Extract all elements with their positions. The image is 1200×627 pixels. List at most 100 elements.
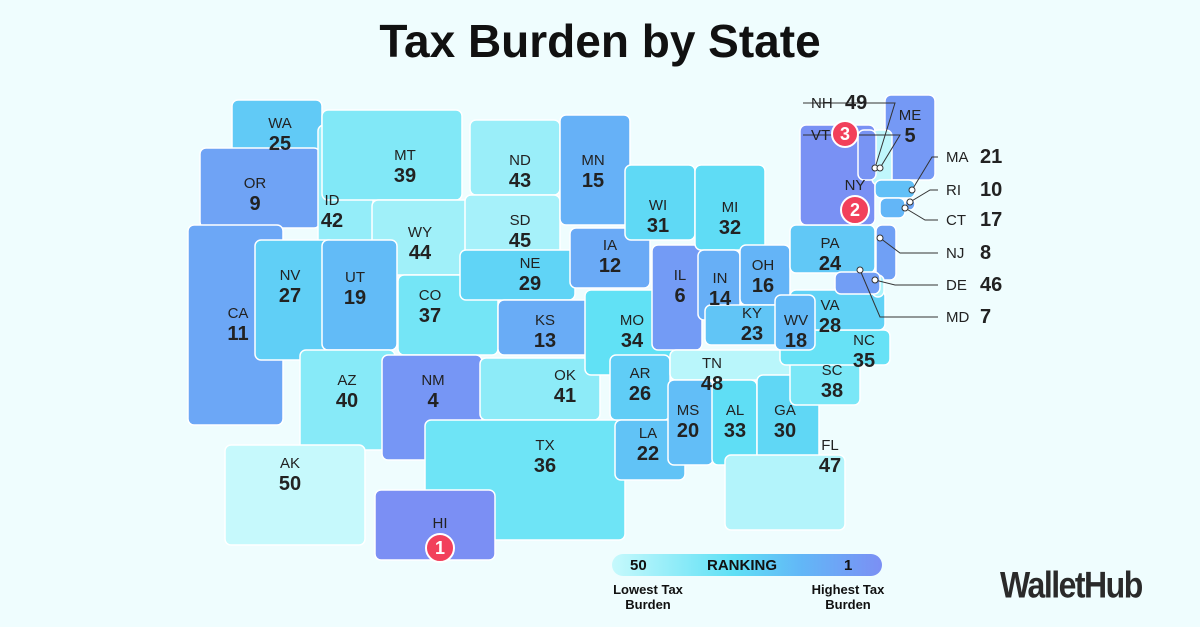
callout-line [909,189,938,203]
state-ak [224,444,366,546]
state-abbr: DE [946,277,967,294]
state-rank: 15 [582,170,604,192]
state-rank: 43 [509,170,531,192]
state-abbr: NE [520,255,541,272]
state-rank: 29 [519,273,541,295]
state-rank: 10 [980,179,1002,201]
state-abbr: NV [280,267,301,284]
state-rank: 41 [554,385,576,407]
state-rank: 6 [674,285,685,307]
state-abbr: IA [603,237,617,254]
state-abbr: GA [774,402,796,419]
state-abbr: SC [822,362,843,379]
callout-line [904,207,938,221]
callout-line [859,269,938,318]
state-abbr: NJ [946,245,964,262]
legend-low-value: 50 [630,557,647,574]
state-abbr: CO [419,287,442,304]
state-rank: 42 [321,210,343,232]
state-rank: 50 [279,473,301,495]
state-rank: 17 [980,209,1002,231]
state-abbr: WV [784,312,808,329]
callout-dot [871,276,879,284]
state-rank: 22 [637,443,659,465]
state-abbr: NM [421,372,444,389]
state-rank: 24 [819,253,842,275]
state-rank: 3 [840,124,850,144]
wallethub-logo: WalletHub [1000,564,1143,606]
state-mt [321,109,463,201]
state-ct [879,197,906,219]
state-rank: 14 [709,288,732,310]
state-ia [569,227,651,289]
state-rank: 30 [774,420,796,442]
state-ok [479,357,601,421]
state-rank: 34 [621,330,644,352]
legend-high-value: 1 [844,557,853,574]
state-abbr: MN [581,152,604,169]
rank-badge [840,195,870,225]
state-abbr: MA [946,149,969,166]
state-rank: 38 [821,380,843,402]
state-rank: 13 [534,330,556,352]
state-nj [875,224,897,281]
state-abbr: TN [702,355,722,372]
state-rank: 36 [534,455,556,477]
state-rank: 47 [819,455,841,477]
callout-dot [876,164,884,172]
state-rank: 46 [980,274,1002,296]
state-rank: 26 [629,383,651,405]
state-rank: 27 [279,285,301,307]
page-title: Tax Burden by State [379,15,821,67]
state-abbr: MO [620,312,644,329]
state-abbr: OR [244,175,267,192]
state-abbr: NH [811,95,833,112]
rank-badge [425,533,455,563]
state-abbr: PA [821,235,840,252]
state-abbr: WA [268,115,292,132]
state-rank: 48 [701,373,723,395]
state-rank: 35 [853,350,875,372]
state-abbr: SD [510,212,531,229]
callout-dot [908,186,916,194]
state-abbr: UT [345,269,365,286]
state-abbr: IL [674,267,687,284]
state-abbr: KY [742,305,762,322]
state-abbr: CT [946,212,966,229]
state-rank: 33 [724,420,746,442]
state-rank: 31 [647,215,669,237]
state-rank: 32 [719,217,741,239]
state-abbr: MD [946,309,969,326]
legend-label: RANKING [707,557,777,574]
state-rank: 20 [677,420,699,442]
state-abbr: ND [509,152,531,169]
callout-line [911,156,938,191]
callout-dot [876,234,884,242]
state-rank: 9 [249,193,260,215]
state-abbr: OH [752,257,775,274]
callout-line [874,279,938,286]
legend-low-caption: Lowest Tax Burden [613,582,683,612]
state-abbr: FL [821,437,839,454]
state-abbr: TX [535,437,554,454]
state-abbr: CA [228,305,249,322]
state-fl [724,454,846,531]
state-rank: 28 [819,315,841,337]
state-abbr: AR [630,365,651,382]
state-rank: 18 [785,330,807,352]
state-abbr: WI [649,197,667,214]
state-vt [857,129,877,181]
legend-high-caption: Highest Tax Burden [811,582,885,612]
state-rank: 16 [752,275,774,297]
state-rank: 37 [419,305,441,327]
state-rank: 45 [509,230,531,252]
state-abbr: NC [853,332,875,349]
state-abbr: VA [821,297,840,314]
state-rank: 39 [394,165,416,187]
state-rank: 12 [599,255,621,277]
state-abbr: HI [433,515,448,532]
callout-dot [856,266,864,274]
state-abbr: NY [845,177,866,194]
state-abbr: ME [899,107,922,124]
